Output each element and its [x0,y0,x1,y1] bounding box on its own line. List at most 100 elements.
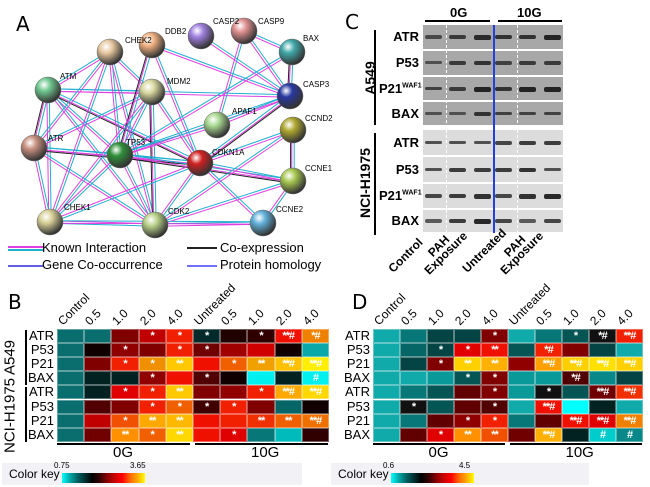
blot-group-10g: 10G [517,5,542,20]
heatmap-cell: ** [165,385,193,400]
heatmap-cell: * [562,329,589,344]
heatmap-cell [400,343,427,358]
blot-band [425,86,442,91]
heatmap-cell: ** [165,357,193,372]
heatmap-cell [373,413,400,428]
network-node-atm [34,76,62,104]
network-node-label: BAX [303,34,320,43]
heatmap-cell [373,427,400,442]
heatmap-cell: * [193,371,221,386]
heatmap-cell [84,343,112,358]
heatmap-cell [562,385,589,400]
network-edge-CDKN1A-CCNE1 [199,161,294,183]
network-edge-CDKN1A-CCND2 [199,128,294,165]
color-key-label: Color key [9,467,60,481]
heatmap-cell [274,343,302,358]
heatmap-cell: **# [562,357,589,372]
heatmap-row-label: BAX [27,370,54,386]
heatmap-cell [111,329,139,344]
heatmap-cell [247,427,275,442]
blot-protein-label: P21WAF1 [379,81,422,96]
network-node-label: ATR [48,134,64,143]
heatmap-cell: * [220,357,248,372]
network-node-ccnd2 [279,116,307,144]
heatmap-cell [274,427,302,442]
heatmap-cell [274,371,302,386]
network-node-bax [278,38,306,66]
network-node-label: CDK2 [168,207,190,216]
heatmap-cell [400,413,427,428]
network-node-chek2 [96,38,124,66]
heatmap-cell [400,371,427,386]
blot-band [449,219,466,224]
group-bar-0g [425,20,490,22]
heatmap-cell: # [301,371,329,386]
heatmap-cell: **# [535,399,562,414]
protein-homology-swatch [187,265,217,267]
color-key-label: Color key [338,467,389,481]
heatmap-cell [400,385,427,400]
gene-co-occurrence-swatch [8,265,43,267]
blot-protein-label: P53 [379,55,419,70]
network-edge-CHEK2-CHEK1 [48,51,112,223]
heatmap-cell: * [454,413,481,428]
heatmap-cell [57,371,85,386]
heatmap-cell [562,343,589,358]
blot-cell-line-a549: A549 [362,61,378,95]
heatmap-group-label: 0G [428,444,449,461]
heatmap-column-label: 0.5 [82,306,104,328]
a549-bracket [374,30,376,125]
heatmap-cell [220,385,248,400]
heatmap-cell: * [193,343,221,358]
heatmap-cell: ** [274,413,302,428]
heatmap-cell: **# [301,357,329,372]
heatmap-cell [427,371,454,386]
network-node-casp2 [187,22,215,50]
heatmap-column-label: 1.0 [560,306,582,328]
heatmap-cell: * [165,329,193,344]
heatmap-cell [427,329,454,344]
heatmap-column-label: 4.0 [163,306,186,328]
blot-band [495,219,512,224]
heatmap-cell: * [193,399,221,414]
heatmap-cell: * [427,357,454,372]
blot-band [474,111,491,116]
heatmap-cell [84,371,112,386]
heatmap-cell: ** [165,427,193,442]
network-edge-CDKN1A-CCNE2 [198,161,265,225]
heatmap-cell: ** [138,413,166,428]
color-key-max: 3.65 [130,461,146,470]
blot-band [495,140,512,145]
heatmap-cell: * [481,413,508,428]
heatmap-cell: **# [301,385,329,400]
blot-band [519,167,536,173]
heatmap-cell: **# [589,357,616,372]
heatmap-cell [84,357,112,372]
heatmap-column-label: 0.5 [398,306,420,328]
heatmap-cell: **# [274,357,302,372]
network-edge-MDM2-CDKN1A [150,91,202,164]
blot-band [425,35,442,39]
network-node-label: MDM2 [167,77,191,86]
heatmap-cell [373,329,400,344]
heatmap-cell: * [481,371,508,386]
heatmap-row-label: P53 [346,342,370,358]
heatmap-cell-line-h1975: NCI-H1975 [1,377,19,454]
heatmap-row-label: ATR [344,384,370,400]
heatmap-cell [508,371,535,386]
heatmap-cell: ** [454,427,481,442]
network-edge-ATR-CDK2 [33,146,156,227]
heatmap-cell [138,343,166,358]
heatmap-row-label: P53 [30,342,54,358]
panel-letter: B [8,290,22,314]
heatmap-cell [535,329,562,344]
heatmap-cell [535,413,562,428]
heatmap-column-label: 4.0 [479,306,501,328]
blot-band [544,86,561,92]
blot-band [449,194,466,199]
heatmap-cell: * [220,399,248,414]
heatmap-row-label: P21 [346,412,370,428]
heatmap-cell: ** [481,427,508,442]
heatmap-column-label: 0.5 [533,306,555,328]
heatmap-group-label: 10G [251,444,280,461]
